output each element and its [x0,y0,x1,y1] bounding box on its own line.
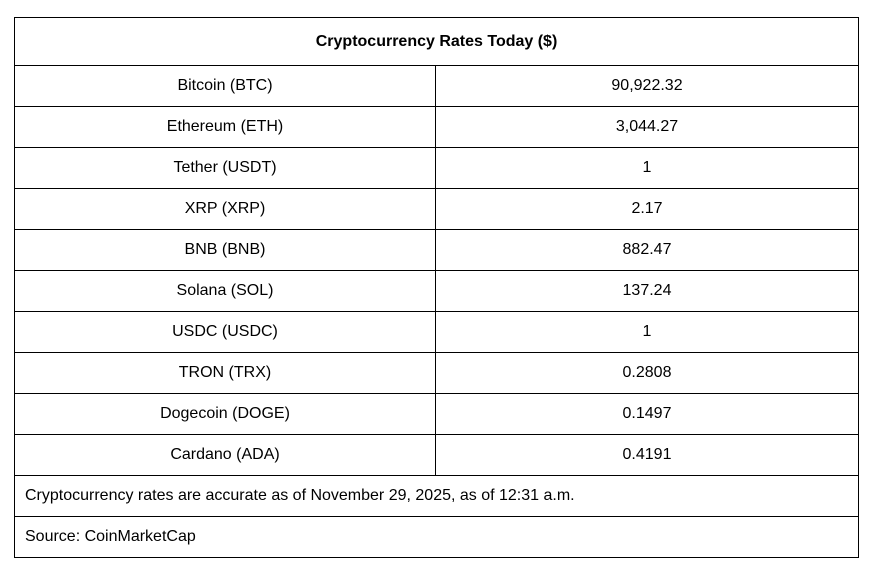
crypto-rate-cell: 0.1497 [434,393,860,435]
crypto-rate-cell: 0.4191 [434,434,860,476]
table-note-row: Cryptocurrency rates are accurate as of … [13,475,860,517]
table-row: Solana (SOL) 137.24 [14,270,860,312]
crypto-name-cell: TRON (TRX) [14,352,436,394]
crypto-rate-cell: 137.24 [434,270,860,312]
crypto-name-cell: BNB (BNB) [14,229,436,271]
crypto-name-cell: Ethereum (ETH) [14,106,436,148]
crypto-name-cell: Solana (SOL) [14,270,436,312]
crypto-name-cell: Dogecoin (DOGE) [14,393,436,435]
table-row: Tether (USDT) 1 [14,147,860,189]
crypto-rate-cell: 1 [434,311,860,353]
table-row: Dogecoin (DOGE) 0.1497 [14,393,860,435]
source-note: Source: CoinMarketCap [13,516,860,558]
table-row: Ethereum (ETH) 3,044.27 [14,106,860,148]
crypto-name-cell: Cardano (ADA) [14,434,436,476]
table-row: BNB (BNB) 882.47 [14,229,860,271]
table-row: Bitcoin (BTC) 90,922.32 [14,65,860,107]
crypto-rate-cell: 2.17 [434,188,860,230]
table-row: XRP (XRP) 2.17 [14,188,860,230]
table-title-row: Cryptocurrency Rates Today ($) [13,17,860,66]
crypto-rate-cell: 0.2808 [434,352,860,394]
crypto-rate-cell: 1 [434,147,860,189]
rates-timestamp-note: Cryptocurrency rates are accurate as of … [13,475,860,517]
crypto-rates-table: Cryptocurrency Rates Today ($) Bitcoin (… [13,17,860,558]
table-source-row: Source: CoinMarketCap [13,516,860,558]
table-row: Cardano (ADA) 0.4191 [14,434,860,476]
crypto-rate-cell: 3,044.27 [434,106,860,148]
crypto-name-cell: XRP (XRP) [14,188,436,230]
table-row: USDC (USDC) 1 [14,311,860,353]
table-row: TRON (TRX) 0.2808 [14,352,860,394]
crypto-name-cell: Bitcoin (BTC) [14,65,436,107]
crypto-name-cell: USDC (USDC) [14,311,436,353]
crypto-rate-cell: 882.47 [434,229,860,271]
table-title: Cryptocurrency Rates Today ($) [13,17,860,66]
crypto-rate-cell: 90,922.32 [434,65,860,107]
crypto-name-cell: Tether (USDT) [14,147,436,189]
